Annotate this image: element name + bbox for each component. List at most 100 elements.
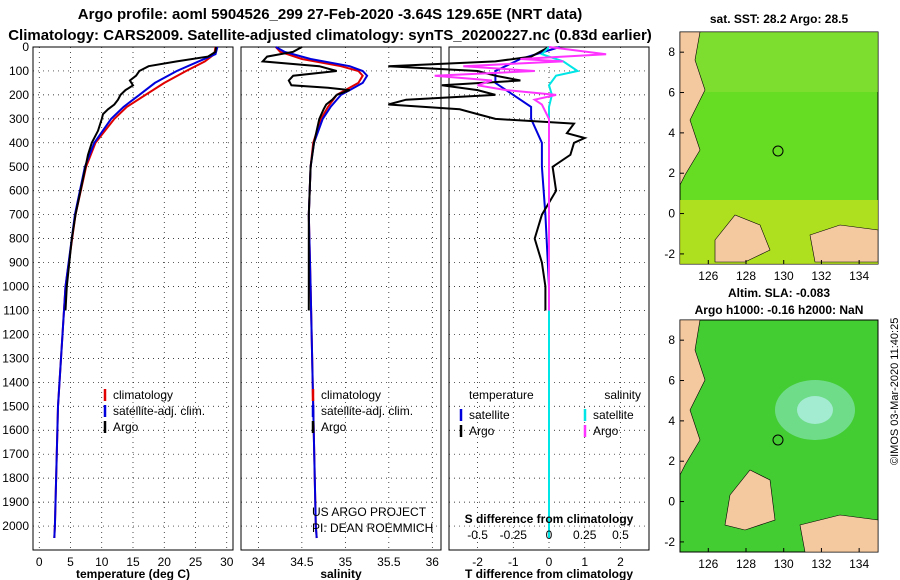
y-tick-label: 1100 [3,303,29,317]
map-y-tick-label: -2 [664,247,675,261]
map-y-tick-label: -2 [664,535,675,549]
y-tick-label: 900 [9,256,29,270]
map-x-tick-label: 132 [811,557,831,571]
sla-title-2: Argo h1000: -0.16 h2000: NaN [694,303,864,317]
secondary-x-tick-label: 0.25 [573,528,597,542]
y-tick-label: 1000 [2,280,29,294]
map-x-tick-label: 128 [736,557,756,571]
sla-map [679,319,879,553]
legend-label: Argo [593,424,619,438]
legend-label: Argo [321,420,347,434]
series-line-satellite-adj-clim- [275,46,369,539]
annotation-pi: PI: DEAN ROEMMICH [312,521,434,535]
map-y-tick-label: 6 [668,374,675,388]
map-y-tick-label: 4 [668,126,675,140]
series-line-salinity-argo [434,46,607,311]
map-y-tick-label: 8 [668,45,675,59]
y-tick-label: 100 [9,64,29,78]
float-location-marker [772,145,784,157]
secondary-x-tick-label: 0 [546,528,553,542]
x-tick-label: 25 [189,555,203,569]
y-tick-label: 1400 [2,375,29,389]
map-x-tick-label: 126 [698,269,718,283]
legend-label: Argo [469,424,495,438]
secondary-x-tick-label: -0.25 [500,528,528,542]
y-tick-label: 600 [9,184,29,198]
map-x-tick-label: 130 [774,557,794,571]
x-tick-label: 15 [126,555,140,569]
x-tick-label: 0 [546,555,553,569]
y-tick-label: 1600 [2,423,29,437]
land-mass [679,31,706,186]
y-tick-label: 1800 [2,471,29,485]
annotation-project: US ARGO PROJECT [312,505,427,519]
legend-label: climatology [321,388,381,402]
map-x-tick-label: 132 [811,269,831,283]
y-tick-label: 400 [9,136,29,150]
watermark: ©IMOS 03-Mar-2020 11:40:25 [889,317,900,465]
secondary-x-tick-label: -0.5 [467,528,488,542]
sla-title-1: Altim. SLA: -0.083 [727,286,831,300]
x-tick-label: 34.5 [290,555,314,569]
x-tick-label: 36 [426,555,440,569]
map-y-tick-label: 6 [668,86,675,100]
legend-label: Argo [113,420,139,434]
y-tick-label: 1900 [2,495,29,509]
legend-title-temperature: temperature [469,388,534,402]
legend-label: climatology [113,388,173,402]
y-tick-label: 200 [9,88,29,102]
legend-title-salinity: salinity [604,388,641,402]
map-y-tick-label: 8 [668,333,675,347]
sst-map-title: sat. SST: 28.2 Argo: 28.5 [709,12,849,26]
x-tick-label: 30 [220,555,234,569]
title-line-2: Climatology: CARS2009. Satellite-adjuste… [8,27,652,44]
map-x-tick-label: 134 [849,269,869,283]
sst-map [679,31,879,265]
x-tick-label: 35 [339,555,353,569]
x-tick-label: 0 [36,555,43,569]
y-tick-label: 800 [9,232,29,246]
legend-label: satellite [469,408,510,422]
x-axis-label: salinity [320,567,362,580]
x-tick-label: -1 [508,555,519,569]
map-x-tick-label: 134 [849,557,869,571]
map-y-tick-label: 2 [668,166,675,180]
y-tick-label: 1700 [2,447,29,461]
series-line-argo [64,46,218,311]
series-line-satellite-adj-clim- [53,46,219,539]
x-tick-label: 34 [252,555,266,569]
y-tick-label: 700 [9,208,29,222]
land-mass [724,469,776,531]
x-axis-label: temperature (deg C) [76,567,190,580]
y-tick-label: 1300 [2,351,29,365]
y-tick-label: 300 [9,112,29,126]
float-location-marker [772,434,784,446]
land-mass [714,214,771,263]
series-line-argo [260,46,351,311]
title-line-1: Argo profile: aoml 5904526_299 27-Feb-20… [77,6,583,23]
x-axis-label: T difference from climatology [465,567,633,580]
land-mass [679,319,706,476]
map-y-tick-label: 0 [668,207,675,221]
map-x-tick-label: 128 [736,269,756,283]
x-tick-label: 10 [95,555,109,569]
map-y-tick-label: 0 [668,495,675,509]
legend-label: satellite-adj. clim. [321,404,413,418]
panel-frame [240,46,442,551]
map-y-tick-label: 4 [668,414,675,428]
map-x-tick-label: 130 [774,269,794,283]
secondary-axis-label: S difference from climatology [465,512,634,526]
map-y-tick-label: 2 [668,454,675,468]
x-tick-label: 35.5 [377,555,401,569]
x-tick-label: -2 [472,555,483,569]
map-x-tick-label: 126 [698,557,718,571]
y-tick-label: 500 [9,160,29,174]
legend-label: satellite-adj. clim. [113,404,205,418]
y-tick-label: 0 [22,40,29,54]
y-tick-label: 1200 [2,327,29,341]
x-tick-label: 2 [617,555,624,569]
x-tick-label: 5 [67,555,74,569]
y-tick-label: 1500 [2,399,29,413]
land-mass [799,514,879,553]
